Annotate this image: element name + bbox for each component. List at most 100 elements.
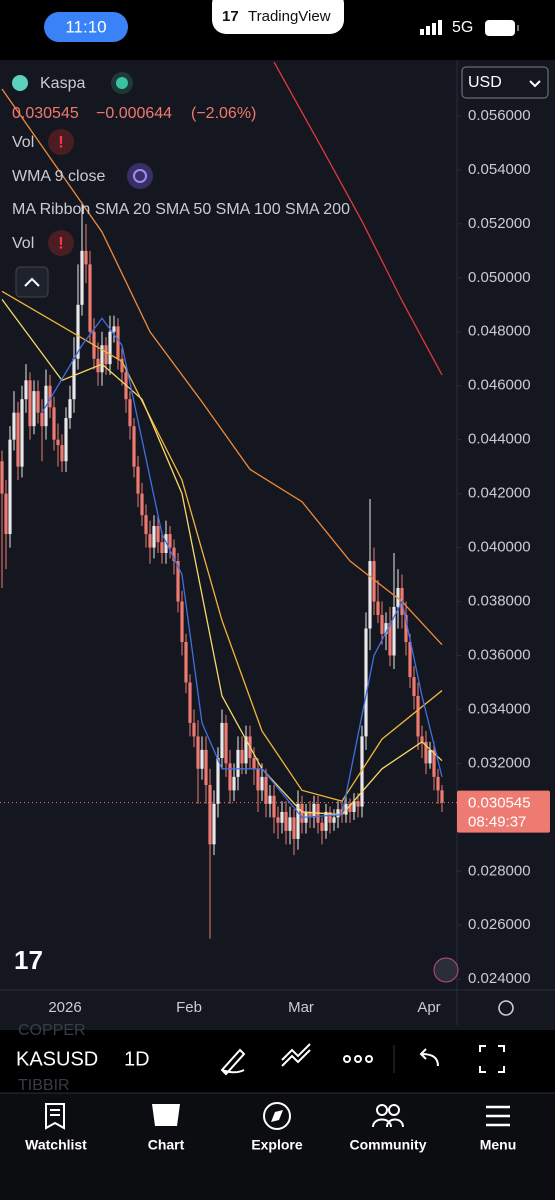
x-tick-label: Apr	[417, 999, 440, 1016]
tv-logo: 17	[222, 8, 239, 25]
candle-body	[48, 385, 52, 408]
indicator-vol[interactable]: Vol	[12, 235, 34, 252]
candle-body	[308, 811, 312, 818]
tab-label[interactable]: Menu	[480, 1137, 517, 1153]
warning-icon[interactable]	[48, 129, 74, 155]
signal-icon	[420, 20, 442, 35]
candle-body	[292, 817, 296, 839]
indicator-vol[interactable]: Vol	[12, 134, 34, 151]
candle-body	[388, 623, 392, 656]
candle-body	[144, 515, 148, 535]
candle-body	[336, 809, 340, 818]
indicator-wma[interactable]: WMA 9 close	[12, 168, 105, 185]
price-axis: 0.056000 0.054000 0.052000 0.050000 0.048000…	[457, 107, 550, 987]
toolbar-interval[interactable]: 1D	[124, 1048, 150, 1070]
candle-body	[168, 534, 172, 548]
candle-body	[32, 391, 36, 427]
x-tick-label: 2026	[48, 999, 81, 1016]
candle-body	[296, 803, 300, 839]
candle-body	[328, 811, 332, 823]
candle-body	[72, 358, 76, 400]
tab-label[interactable]: Community	[350, 1137, 427, 1153]
battery-tip	[517, 25, 519, 31]
candle-body	[20, 399, 24, 467]
candle-body	[312, 803, 316, 818]
candle-body	[84, 250, 88, 265]
candle-body	[216, 758, 220, 804]
candle-body	[256, 768, 260, 791]
candle-body	[188, 682, 192, 723]
y-tick-label: 0.042000	[468, 485, 531, 502]
status-time: 11:10	[65, 17, 106, 36]
more-tool[interactable]	[343, 1055, 373, 1063]
candle-body	[320, 822, 324, 831]
indicators-tool[interactable]	[281, 1043, 311, 1067]
candle-body	[140, 493, 144, 516]
candle-body	[252, 758, 256, 769]
explore-needle	[271, 1110, 283, 1122]
candle-body	[360, 736, 364, 807]
settings-icon[interactable]	[498, 1000, 514, 1016]
refresh-icon[interactable]	[127, 163, 153, 189]
ma-line	[1, 88, 443, 646]
community-icon[interactable]	[372, 1104, 404, 1128]
warning-icon[interactable]	[48, 230, 74, 256]
fullscreen-tool[interactable]	[479, 1045, 505, 1073]
candle-body	[288, 817, 292, 831]
undo-tool[interactable]	[419, 1048, 439, 1067]
candle-body	[108, 331, 112, 365]
candle-body	[60, 445, 64, 462]
candle-body	[120, 358, 124, 373]
chart-icon[interactable]	[152, 1104, 180, 1126]
candle-body	[276, 817, 280, 823]
candle-body	[28, 380, 32, 427]
y-tick-label: 0.056000	[468, 107, 531, 124]
collapse-button[interactable]	[15, 266, 49, 298]
candle-body	[348, 803, 352, 812]
y-tick-label: 0.038000	[468, 593, 531, 610]
candle-body	[244, 736, 248, 764]
battery	[485, 20, 515, 36]
candle-body	[36, 391, 40, 413]
flag-icon[interactable]	[433, 957, 459, 983]
countdown: 08:49:37	[468, 814, 526, 831]
candle-body	[136, 466, 140, 494]
network: 5G	[452, 19, 473, 36]
candle-body	[404, 615, 408, 642]
app-name: TradingView	[248, 8, 331, 25]
legend-change: −0.000644	[96, 105, 172, 122]
candle-body	[8, 439, 12, 535]
candle-body	[356, 801, 360, 807]
indicator-ribbon[interactable]: MA Ribbon SMA 20 SMA 50 SMA 100 SMA 200	[12, 201, 350, 218]
menu-icon[interactable]	[486, 1105, 510, 1127]
symbol-name[interactable]: Kaspa	[40, 75, 85, 92]
watchlist-icon[interactable]	[45, 1103, 65, 1130]
candle-body	[200, 749, 204, 769]
ma-line	[41, 317, 443, 819]
candle-body	[68, 399, 72, 419]
draw-tool[interactable]	[220, 1048, 246, 1076]
candle-body	[280, 811, 284, 823]
y-tick-label: 0.028000	[468, 862, 531, 879]
currency[interactable]: USD	[468, 74, 502, 91]
candle-body	[232, 776, 236, 791]
candle-body	[372, 561, 376, 602]
tab-label[interactable]: Explore	[251, 1137, 303, 1153]
explore-icon[interactable]	[263, 1102, 291, 1130]
collapse-glyph	[24, 277, 40, 287]
candle-body	[208, 784, 212, 845]
warning-mark: !	[58, 132, 64, 151]
candle-body	[40, 412, 44, 427]
legend-price: 0.030545	[12, 105, 79, 122]
candle-body	[264, 776, 268, 804]
tab-bar	[0, 1093, 555, 1200]
warning-mark: !	[58, 233, 64, 252]
tab-label[interactable]: Chart	[148, 1137, 185, 1153]
x-tick-label: Feb	[176, 999, 202, 1016]
candle-body	[184, 642, 188, 683]
candle-body	[268, 795, 272, 804]
toolbar-symbol[interactable]: KASUSD	[16, 1048, 98, 1070]
tab-label[interactable]: Watchlist	[25, 1137, 87, 1153]
currency-button[interactable]	[461, 66, 549, 99]
y-tick-label: 0.026000	[468, 916, 531, 933]
